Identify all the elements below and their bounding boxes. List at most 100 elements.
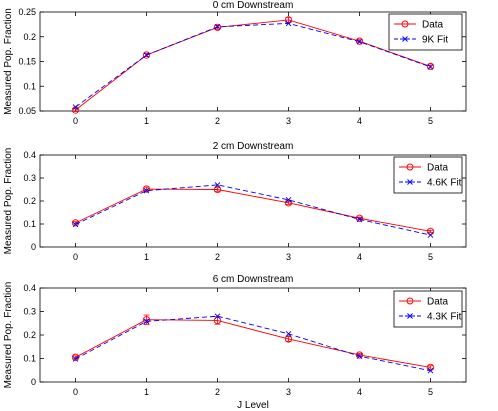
fit-point [356,216,363,223]
series-line-1 [75,184,431,236]
fit-point-stroke [427,232,434,238]
chart-panel-0: 0 cm Downstream 0.05 0.1 0.15 0.2 0.25 0 1 2 3 4 5 M… [3,0,467,126]
data-point [142,185,151,193]
fit-point-stroke [72,356,79,362]
legend-box [393,290,463,328]
y-tick-label: 0.25 [18,7,36,17]
fit-point [72,356,79,362]
fit-point [356,38,363,45]
y-axis-label: Measured Pop. Fraction [3,8,14,115]
y-tick-label: 0.15 [18,57,36,67]
chart-title: 6 cm Downstream [213,274,294,285]
fit-point-stroke [214,313,221,320]
x-axis-label: J Level [237,400,269,411]
y-tick-label: 0 [31,377,36,387]
x-tick-label: 4 [357,116,362,126]
fit-point-stroke [356,38,363,45]
series-line-0 [75,319,431,368]
legend-swatch-marker [402,36,408,42]
data-point [213,316,222,325]
x-tick-label: 3 [286,387,291,397]
fit-point [285,20,292,27]
x-tick-label: 4 [357,387,362,397]
legend-label: 4.3K Fit [427,312,462,323]
data-point [426,62,435,71]
fit-point [356,353,363,359]
fit-point-stroke [356,353,363,359]
y-tick-label: 0 [31,242,36,252]
fit-point [214,313,221,320]
x-tick-label: 2 [215,116,220,126]
y-tick-label: 0.2 [23,330,36,340]
data-point [284,335,293,343]
chart-panel-1: 2 cm Downstream 0 0.1 0.2 0.3 0.4 0 1 2 3 4 5 Measur… [3,141,467,262]
x-tick-label: 1 [144,116,149,126]
y-tick-label: 0.1 [23,81,36,91]
fit-point-stroke [427,367,434,374]
data-point [142,51,151,59]
x-tick-label: 1 [144,387,149,397]
x-tick-label: 3 [286,252,291,262]
fit-point [285,197,292,203]
fit-point-stroke [143,187,150,194]
legend-swatch-marker [406,297,414,305]
y-tick-label: 0.4 [23,150,36,160]
legend-box [393,156,463,194]
fit-point [143,52,150,58]
x-tick-label: 2 [215,252,220,262]
series-line-0 [75,188,431,232]
x-tick-label: 0 [73,116,78,126]
x-tick-label: 5 [428,387,433,397]
chart-title: 2 cm Downstream [213,141,294,152]
legend-box [388,13,463,51]
x-tick-label: 5 [428,252,433,262]
fit-point [427,64,434,70]
y-tick-label: 0.3 [23,173,36,183]
fit-point [72,221,79,228]
fit-point [214,182,221,188]
fit-point [427,367,434,374]
legend: Data 9K Fit [388,13,463,51]
data-point [213,185,222,194]
fit-point-stroke [356,216,363,223]
chart-title: 0 cm Downstream [213,0,294,11]
x-tick-label: 0 [73,252,78,262]
fit-point [72,104,79,110]
fit-point [214,24,221,30]
y-tick-label: 0.05 [18,106,36,116]
legend: Data 4.3K Fit [393,290,463,328]
fit-point-stroke [427,64,434,70]
x-tick-label: 1 [144,252,149,262]
fit-point-stroke [72,221,79,228]
data-point [213,23,222,31]
x-tick-label: 4 [357,252,362,262]
y-tick-label: 0.4 [23,283,36,293]
fit-point [143,318,150,325]
fit-point-stroke [285,331,292,337]
series-line-1 [75,22,431,108]
legend-label: Data [427,163,449,174]
fit-point [427,232,434,238]
fit-point-stroke [285,197,292,203]
y-tick-label: 0.2 [23,32,36,42]
x-tick-label: 3 [286,116,291,126]
fit-point-stroke [143,318,150,325]
chart-panel-2: 6 cm Downstream 0 0.1 0.2 0.3 0.4 0 1 2 3 4 5 Measur… [3,274,467,411]
x-tick-label: 0 [73,387,78,397]
x-tick-label: 5 [428,116,433,126]
y-axis-label: Measured Pop. Fraction [3,148,14,255]
fit-point-stroke [72,104,79,110]
legend-swatch-marker [401,20,409,28]
legend: Data 4.6K Fit [393,156,463,194]
y-axis-label: Measured Pop. Fraction [3,282,14,389]
fit-point-stroke [143,52,150,58]
legend-swatch-marker [407,179,413,185]
fit-point-stroke [285,20,292,27]
x-tick-label: 2 [215,387,220,397]
y-tick-label: 0.1 [23,354,36,364]
legend-label: Data [427,297,449,308]
fit-point-stroke [214,24,221,30]
series-line-1 [75,315,431,372]
data-point [142,316,151,324]
